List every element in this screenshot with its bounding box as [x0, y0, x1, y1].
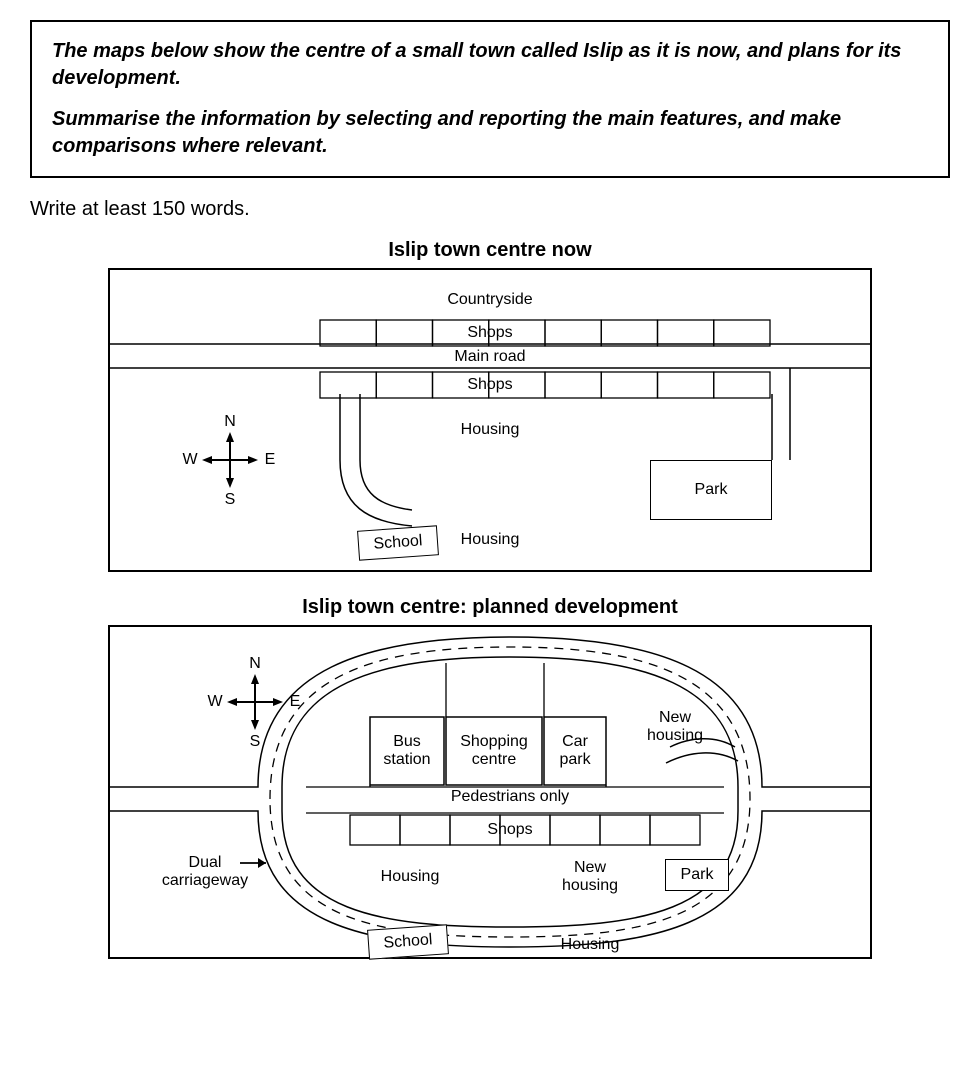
- map2-frame: ParkSchoolBusstationShoppingcentreCarpar…: [108, 625, 872, 959]
- instructions-box: The maps below show the centre of a smal…: [30, 20, 950, 178]
- map1-frame: CountrysideShopsMain roadShopsHousingHou…: [108, 268, 872, 572]
- instruction-p2: Summarise the information by selecting a…: [52, 106, 928, 160]
- map2-wrap: ParkSchoolBusstationShoppingcentreCarpar…: [30, 625, 950, 959]
- instruction-p1: The maps below show the centre of a smal…: [52, 38, 928, 92]
- map2-title: Islip town centre: planned development: [30, 596, 950, 619]
- write-note: Write at least 150 words.: [30, 198, 950, 221]
- map1-title: Islip town centre now: [30, 239, 950, 262]
- map1-wrap: CountrysideShopsMain roadShopsHousingHou…: [30, 268, 950, 572]
